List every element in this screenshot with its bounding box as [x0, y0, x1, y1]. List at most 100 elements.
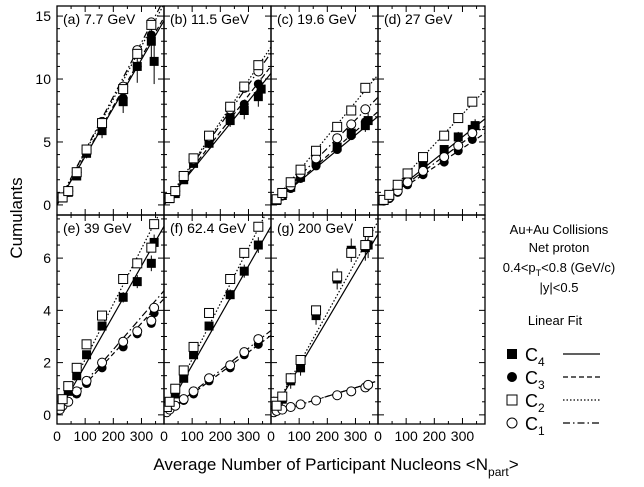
- data-point-c4: [311, 311, 321, 321]
- panel-title: (e) 39 GeV: [63, 220, 132, 236]
- data-point-c4: [149, 237, 159, 247]
- panel-plot-area: [57, 215, 164, 416]
- fit-line-c4: [57, 225, 164, 416]
- x-tick-label: 0: [374, 428, 382, 444]
- data-point-c2: [204, 307, 215, 318]
- data-point-c2: [295, 164, 306, 175]
- data-point-c1: [418, 165, 429, 176]
- x-tick-label: 100: [287, 428, 311, 444]
- x-axis-label-sub: part: [488, 465, 509, 479]
- data-point-c1: [81, 375, 92, 386]
- data-point-c2: [170, 186, 181, 197]
- data-point-c2: [149, 219, 160, 230]
- x-axis-label: Average Number of Participant Nucleons <…: [153, 455, 518, 479]
- data-point-c1: [239, 347, 250, 358]
- data-point-c2: [164, 396, 175, 407]
- legend-netproton-label: Net proton: [529, 240, 590, 255]
- data-point-c3: [146, 30, 156, 40]
- x-tick-label: 0: [160, 428, 168, 444]
- data-point-c1: [253, 334, 264, 345]
- x-tick-label: 0: [53, 428, 61, 444]
- legend-pt-sub: T: [536, 268, 542, 278]
- legend-label-base: C: [525, 414, 538, 434]
- data-point-c4: [439, 145, 449, 155]
- y-tick-label: 0: [43, 197, 51, 213]
- data-point-c2: [118, 274, 129, 285]
- data-point-c4: [82, 350, 92, 360]
- data-point-c1: [149, 302, 160, 313]
- legend-header: Linear Fit: [528, 313, 583, 328]
- data-point-c3: [253, 79, 263, 89]
- data-point-c2: [384, 189, 395, 200]
- data-point-c1: [132, 326, 143, 337]
- data-point-c2: [57, 394, 68, 405]
- data-point-c2: [392, 179, 403, 190]
- x-tick-label: 300: [451, 428, 475, 444]
- data-point-c2: [63, 381, 74, 392]
- panel-plot-area: [271, 74, 378, 206]
- data-point-c4: [453, 132, 463, 142]
- data-point-c4: [239, 106, 249, 115]
- data-point-c1: [97, 357, 108, 368]
- data-point-c2: [332, 271, 343, 282]
- data-point-c4: [253, 240, 263, 250]
- data-point-c2: [71, 362, 82, 373]
- panel-e: 0 2 4 6 0 100 200 300 (e) 39 GeV: [43, 214, 165, 444]
- y-axis-label: Cumulants: [7, 177, 26, 258]
- data-point-c2: [378, 194, 389, 205]
- data-point-c2: [118, 84, 129, 95]
- panel-title: (g) 200 GeV: [277, 220, 354, 236]
- data-point-c4: [253, 92, 263, 102]
- data-point-c2: [97, 118, 108, 129]
- data-point-c2: [170, 383, 181, 394]
- legend-label-base: C: [525, 368, 538, 388]
- legend-collision-label: Au+Au Collisions: [510, 222, 609, 237]
- panel-h: 0 100 200 300: [374, 214, 486, 444]
- data-point-c3: [118, 93, 128, 103]
- data-point-c2: [97, 310, 108, 321]
- fit-line-c3: [164, 65, 271, 206]
- panel-title: (d) 27 GeV: [384, 11, 453, 27]
- data-point-c1: [360, 104, 371, 115]
- data-point-c1: [332, 390, 343, 401]
- panel-plot-area: [57, 6, 164, 206]
- legend-label-c2: C2: [525, 391, 545, 415]
- panel-plot-area: [164, 46, 271, 206]
- data-point-c2: [285, 177, 296, 188]
- y-tick-label: 5: [43, 134, 51, 150]
- data-point-c1: [453, 140, 464, 151]
- x-tick-label: 300: [130, 428, 154, 444]
- data-point-c1: [332, 133, 343, 144]
- data-point-c4: [170, 389, 180, 399]
- data-point-c3: [239, 99, 249, 109]
- data-point-c3: [360, 117, 370, 127]
- x-axis-label-main: Average Number of Participant Nucleons <…: [153, 455, 488, 474]
- data-point-c2: [63, 186, 74, 197]
- data-point-c1: [71, 386, 82, 397]
- data-point-c2: [277, 187, 288, 198]
- panel-title: (a) 7.7 GeV: [63, 11, 136, 27]
- data-point-c2: [225, 101, 236, 112]
- data-point-c4: [470, 121, 480, 131]
- legend-label-sub: 3: [538, 378, 545, 392]
- data-point-c2: [285, 373, 296, 384]
- data-point-c4: [256, 84, 266, 94]
- x-tick-label: 300: [344, 428, 368, 444]
- fit-line-c4: [164, 225, 271, 416]
- data-point-c4: [189, 350, 199, 360]
- fit-line-c1: [164, 330, 271, 416]
- data-point-c4: [418, 160, 428, 170]
- data-point-c2: [402, 168, 413, 179]
- data-point-c2: [81, 144, 92, 155]
- legend-rapidity-label: |y|<0.5: [540, 280, 579, 295]
- legend-pt-pre: 0.4<p: [503, 260, 536, 275]
- data-point-c1: [118, 336, 129, 347]
- legend-label-sub: 2: [538, 401, 545, 415]
- legend-label-base: C: [525, 345, 538, 365]
- x-tick-label: 0: [267, 428, 275, 444]
- data-point-c2: [81, 339, 92, 350]
- data-point-c1: [225, 360, 236, 371]
- data-point-c2: [132, 258, 143, 269]
- data-point-c2: [346, 105, 357, 116]
